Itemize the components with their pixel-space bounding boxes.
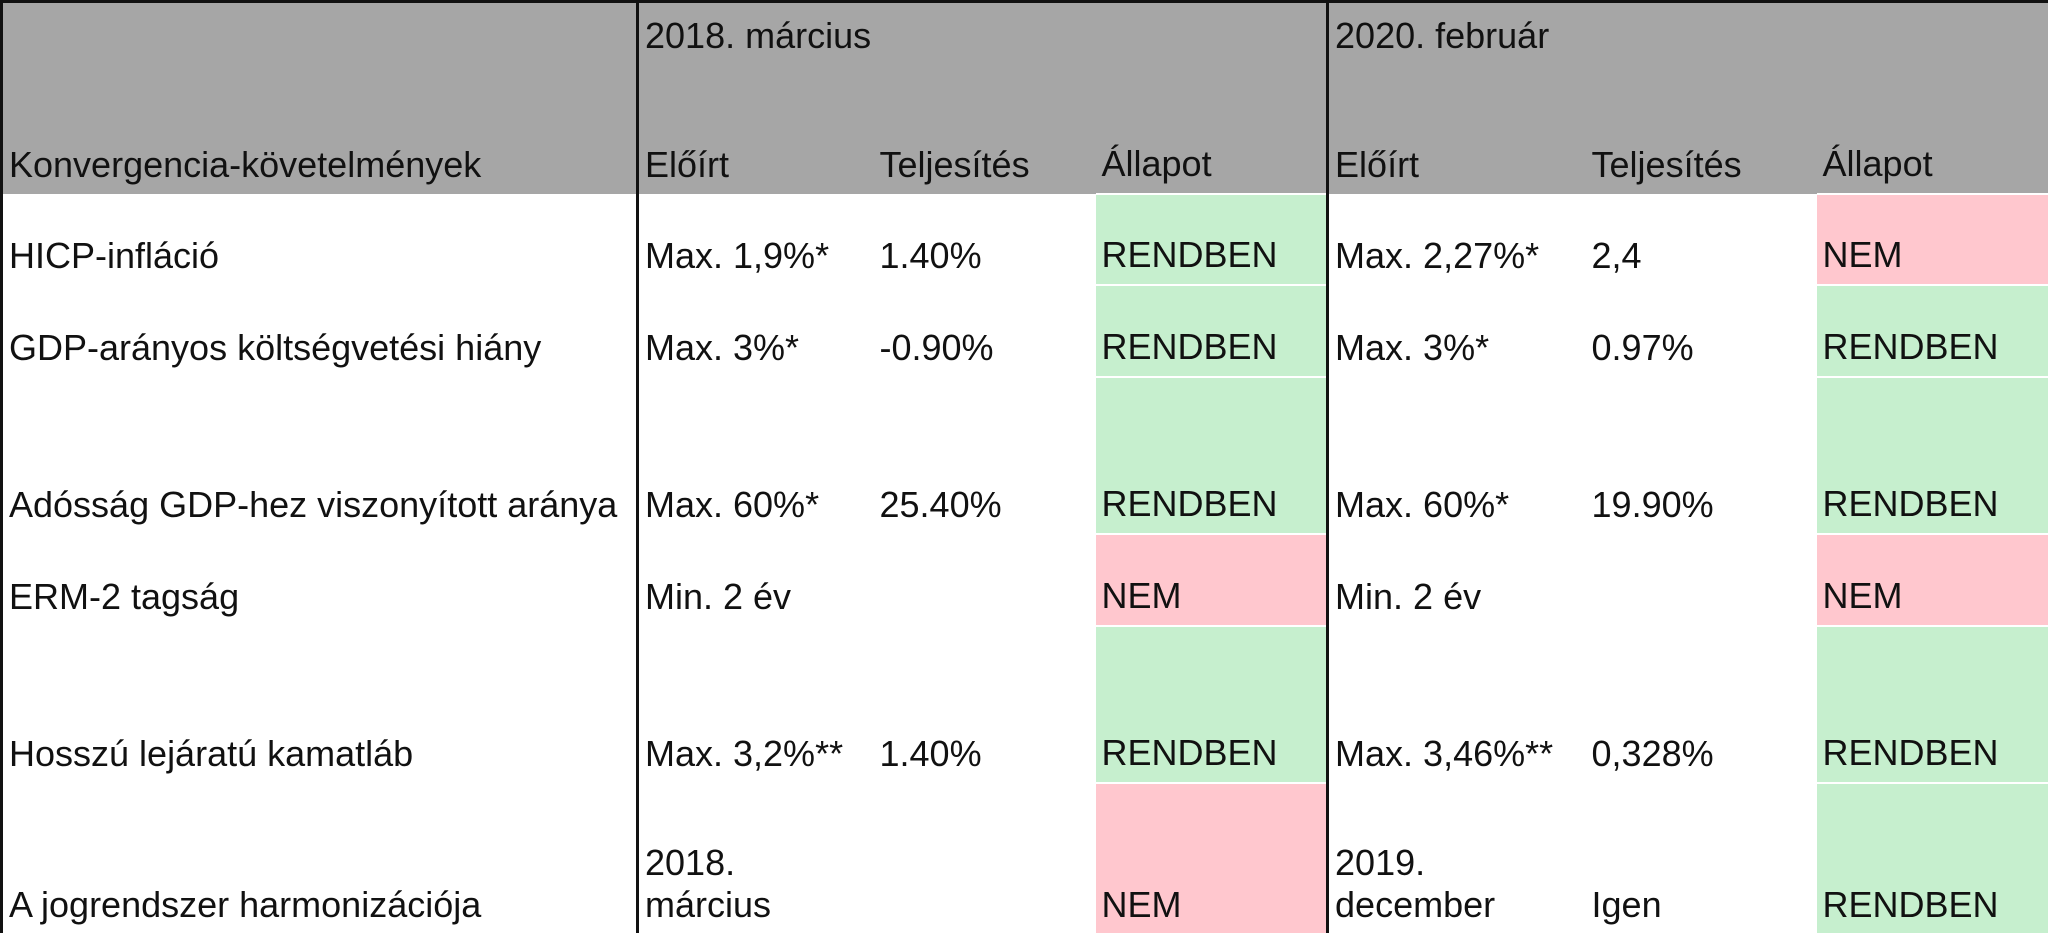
table-cell <box>874 534 1096 626</box>
table-cell: Max. 3%* <box>636 284 874 377</box>
table-cell: 19.90% <box>1591 484 1714 526</box>
period-label: 2020. február <box>1326 0 2048 80</box>
column-header: Állapot <box>1816 79 2048 194</box>
column-header: Előírt <box>1326 79 1586 194</box>
table-row: GDP-arányos költségvetési hiány Max. 3%* -… <box>0 283 2048 377</box>
table-cell: Min. 2 év <box>636 533 874 626</box>
table-row: ERM-2 tagság Min. 2 év NEM Min. 2 év NEM <box>0 532 2048 626</box>
criterion: ERM-2 tagság <box>0 533 638 626</box>
column-header: Előírt <box>636 79 874 194</box>
table-row: HICP-infláció Max. 1,9%* 1.40% RENDBEN Max. … <box>0 192 2048 285</box>
period-label: 2018. március <box>635 0 1328 80</box>
table-cell: Min. 2 év <box>1326 533 1586 626</box>
table-row: Adósság GDP-hez viszonyított aránya Max. … <box>0 375 2048 534</box>
column-header: Teljesítés <box>1585 79 1817 194</box>
table-cell: 0,328% <box>1591 733 1714 775</box>
status: RENDBEN <box>1095 624 1328 783</box>
table-cell: 1.40% <box>879 235 982 277</box>
table-cell: Max. 2,27%* <box>1326 193 1586 285</box>
status: RENDBEN <box>1816 624 2048 783</box>
criterion: GDP-arányos költségvetési hiány <box>0 284 638 377</box>
table-cell: -0.90% <box>879 327 994 369</box>
table-cell: 0.97% <box>1591 327 1694 369</box>
table-cell: Max. 3,2%** <box>636 625 874 783</box>
table-row: Hosszú lejáratú kamatláb Max. 3,2%** 1.40%… <box>0 624 2048 783</box>
table-cell: Max. 3,46%** <box>1326 625 1586 783</box>
table-cell: 2019. december <box>1326 782 1586 933</box>
status: RENDBEN <box>1816 375 2048 534</box>
table-cell: Max. 60%* <box>636 376 874 534</box>
table-cell: Igen <box>1585 782 1817 933</box>
table-cell <box>873 782 1096 933</box>
status: NEM <box>1095 532 1328 626</box>
header-row: 2018. március 2020. február <box>0 0 2048 80</box>
status: RENDBEN <box>1095 192 1328 285</box>
status: NEM <box>1095 781 1328 933</box>
criterion: HICP-infláció <box>0 193 638 285</box>
table-row: A jogrendszer harmonizációja 2018. márciu… <box>0 781 2048 933</box>
column-header: Állapot <box>1095 79 1328 194</box>
table-cell: 2018. március <box>636 782 874 933</box>
table-cell: Max. 60%* <box>1326 376 1586 534</box>
table-cell <box>1586 534 1817 626</box>
table-cell: 25.40% <box>879 484 1002 526</box>
header-cell <box>0 0 638 80</box>
column-header: Teljesítés <box>873 79 1096 194</box>
table-cell: 1.40% <box>879 733 982 775</box>
column-header: Konvergencia-követelmények <box>0 79 638 194</box>
table-cell: 2,4 <box>1591 235 1642 277</box>
status: RENDBEN <box>1095 375 1328 534</box>
header-row: Konvergencia-követelmények Előírt Teljesít… <box>0 79 2048 194</box>
criterion: A jogrendszer harmonizációja <box>0 782 638 933</box>
status: NEM <box>1816 192 2048 285</box>
table-cell: Max. 3%* <box>1326 284 1586 377</box>
criterion: Hosszú lejáratú kamatláb <box>0 625 638 783</box>
criterion: Adósság GDP-hez viszonyított aránya <box>0 376 638 534</box>
status: RENDBEN <box>1816 283 2048 377</box>
table-cell: Max. 1,9%* <box>636 193 874 285</box>
status: RENDBEN <box>1816 781 2048 933</box>
status: RENDBEN <box>1095 283 1328 377</box>
status: NEM <box>1816 532 2048 626</box>
